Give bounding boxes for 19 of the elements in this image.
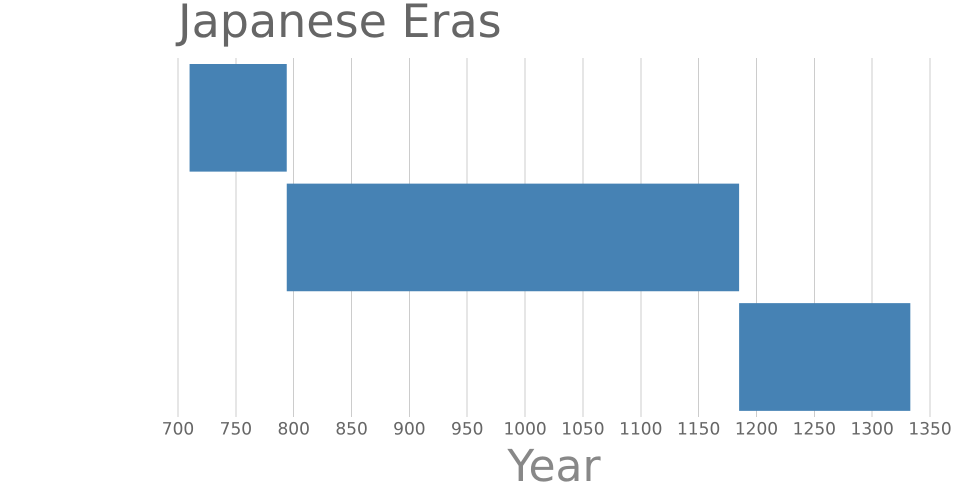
x-tick-label: 1050 [561,419,605,440]
x-tick-label: 1150 [676,419,720,440]
x-tick-label: 1300 [850,419,894,440]
x-tick-label: 1250 [792,419,836,440]
x-axis-title: Year [506,441,602,492]
x-tick-label: 750 [220,419,252,440]
chart-title: Japanese Eras [178,0,502,48]
x-tick-label: 850 [335,419,368,440]
x-tick-label: 1200 [734,419,778,440]
x-tick-label: 800 [277,419,310,440]
x-tick-label: 1000 [503,419,547,440]
bar [286,184,740,292]
x-tick-label: 900 [393,419,426,440]
bar [739,303,910,411]
x-tick-label: 700 [162,419,194,440]
x-tick-label: 1350 [908,419,952,440]
bar [190,64,287,172]
x-tick-label: 950 [451,419,484,440]
x-tick-label: 1100 [619,419,662,440]
